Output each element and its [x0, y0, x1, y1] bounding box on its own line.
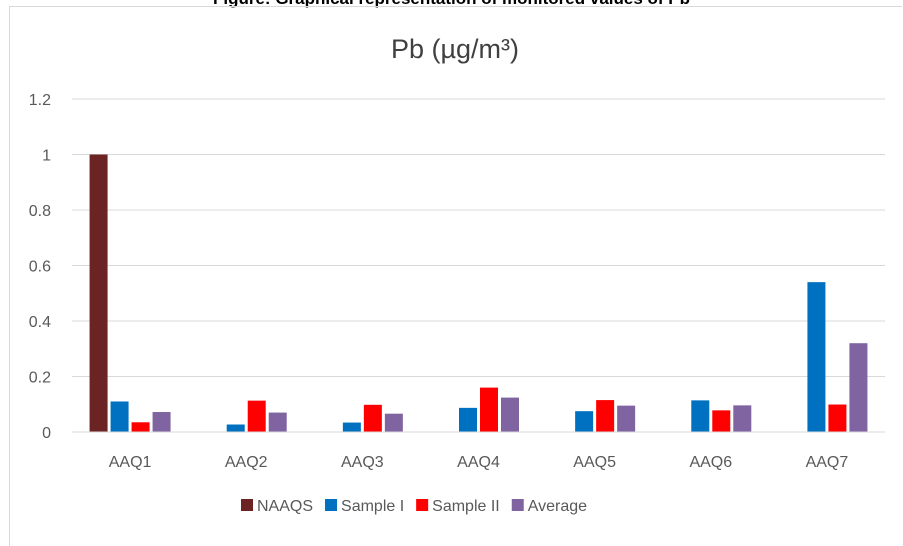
legend-item-sample-i[interactable]: Sample I	[325, 498, 404, 515]
bar-average-aaq1	[152, 412, 171, 432]
bar-sample-ii-aaq7	[828, 404, 847, 432]
gridlines	[72, 98, 885, 377]
bar-sample-ii-aaq4	[480, 387, 498, 432]
bar-average-aaq5	[617, 405, 636, 432]
y-tick-label: 1.2	[29, 92, 51, 109]
bar-sample-i-aaq5	[575, 411, 594, 432]
legend[interactable]: NAAQS Sample I Sample II Average	[241, 498, 587, 515]
bar-average-aaq7	[849, 343, 868, 432]
bar-sample-i-aaq7	[807, 282, 826, 432]
y-tick-label: 0.8	[29, 203, 51, 220]
chart-title: Pb (µg/m³)	[391, 34, 519, 64]
y-tick-label: 0.4	[29, 314, 51, 331]
legend-swatch	[416, 499, 429, 511]
y-axis-ticks: 0 0.2 0.4 0.6 0.8 1 1.2	[29, 92, 51, 442]
x-axis-ticks: AAQ1 AAQ2 AAQ3 AAQ4 AAQ5 AAQ6 AAQ7	[109, 454, 849, 471]
legend-label: Sample I	[341, 498, 404, 515]
y-tick-label: 0.6	[29, 259, 51, 276]
x-tick-label: AAQ2	[225, 454, 268, 471]
legend-label: Average	[528, 498, 587, 515]
x-tick-label: AAQ6	[689, 454, 732, 471]
bar-average-aaq3	[384, 413, 403, 432]
legend-label: Sample II	[432, 498, 500, 515]
legend-item-naaqs[interactable]: NAAQS	[241, 498, 313, 515]
y-tick-label: 0	[42, 425, 51, 442]
bar-average-aaq4	[501, 397, 519, 432]
chart-frame	[9, 6, 902, 546]
bar-sample-i-aaq6	[691, 400, 710, 432]
legend-swatch	[325, 499, 338, 511]
legend-item-average[interactable]: Average	[511, 498, 587, 515]
x-tick-label: AAQ7	[806, 454, 849, 471]
bars	[89, 154, 868, 432]
legend-swatch	[511, 499, 524, 511]
bar-sample-ii-aaq5	[596, 400, 615, 432]
bar-sample-ii-aaq6	[712, 410, 731, 432]
legend-label: NAAQS	[257, 498, 313, 515]
bar-sample-ii-aaq3	[363, 404, 382, 432]
legend-swatch	[241, 499, 253, 511]
x-tick-label: AAQ4	[457, 454, 500, 471]
bar-sample-i-aaq1	[110, 401, 129, 432]
y-tick-label: 1	[42, 148, 51, 165]
bar-naaqs-aaq1	[89, 154, 108, 432]
bar-sample-i-aaq4	[459, 407, 477, 432]
legend-item-sample-ii[interactable]: Sample II	[416, 498, 500, 515]
bar-sample-i-aaq3	[342, 422, 361, 432]
bar-sample-ii-aaq1	[131, 422, 150, 432]
figure-caption: Figure: Graphical representation of moni…	[0, 0, 903, 9]
bar-sample-i-aaq2	[226, 424, 245, 432]
x-tick-label: AAQ5	[573, 454, 616, 471]
x-tick-label: AAQ3	[341, 454, 384, 471]
bar-sample-ii-aaq2	[247, 400, 266, 432]
bar-average-aaq2	[268, 412, 287, 432]
y-tick-label: 0.2	[29, 370, 51, 387]
x-tick-label: AAQ1	[109, 454, 152, 471]
bar-average-aaq6	[733, 405, 752, 432]
